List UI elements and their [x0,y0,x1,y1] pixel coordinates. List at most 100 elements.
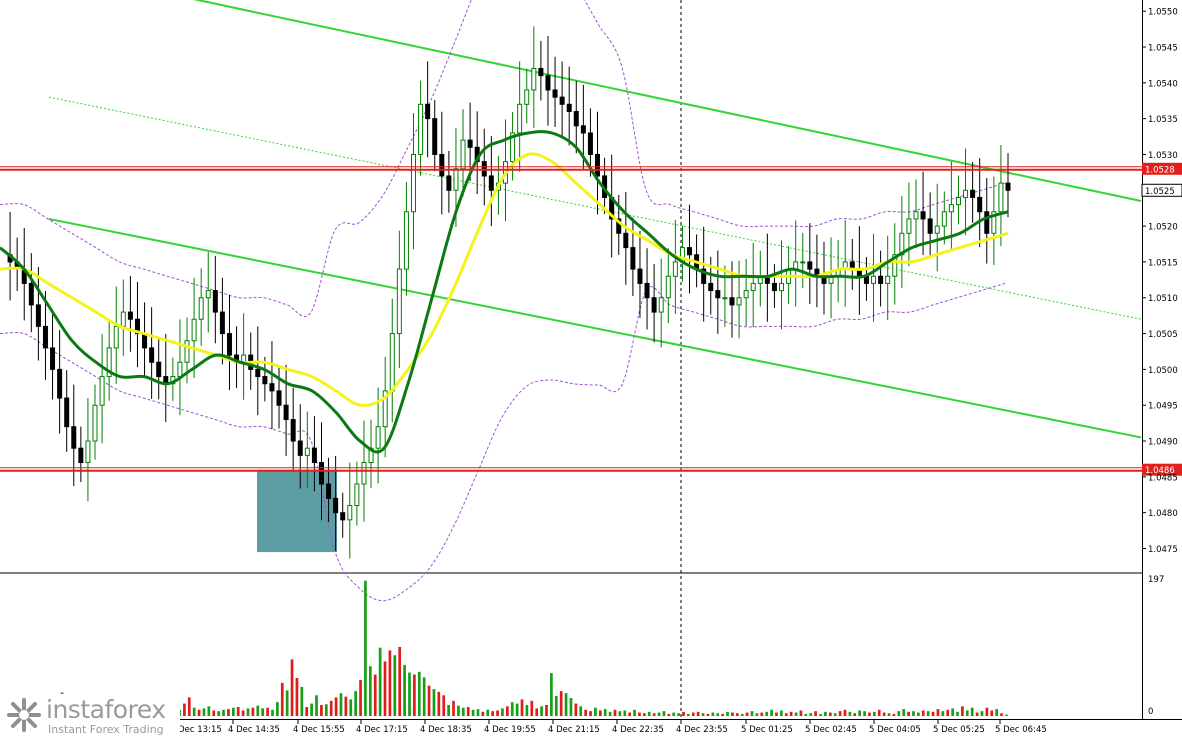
volume-bar [496,710,499,716]
volume-bar [501,708,504,716]
candle-body [892,254,898,277]
volume-bar [691,712,695,716]
volume-bar [980,711,984,716]
volume-bar [926,711,930,716]
volume-bar [917,712,920,716]
candle-body [779,282,785,292]
candle-body [920,211,926,220]
band-upper [0,0,1006,318]
candle-body [587,132,593,155]
volume-bar [349,699,353,716]
candle-body [134,318,140,335]
volume-bar [329,700,333,716]
volume-bar [613,709,617,716]
candle-body [418,103,424,155]
buy-signal-zone [257,469,337,553]
candle-body [156,361,162,378]
candle-body [736,297,742,306]
volume-bar [192,707,196,716]
volume-bar [731,712,734,716]
price-tick-label: 1.0550 [1148,8,1178,18]
volume-bar [236,707,240,716]
volume-bar [721,713,724,716]
price-tick-label: 1.0530 [1148,151,1178,161]
candle-body [998,182,1004,213]
volume-bar [427,685,431,716]
volume-bar [726,711,729,716]
candle-body [304,447,310,456]
time-tick-label: 4 Dec 14:35 [228,725,280,735]
candle-body [750,282,756,292]
candle-body [927,218,933,234]
price-tick-label: 1.0535 [1148,115,1178,125]
candle-body [311,447,317,464]
volume-bar [290,659,294,716]
candle-body [623,232,629,249]
price-tick-label: 1.0500 [1148,366,1178,376]
volume-bar [266,707,269,716]
volume-bar [833,713,837,716]
volume-bar [589,711,592,716]
candle-body [177,361,183,378]
volume-bar [378,647,382,716]
price-tick-label: 1.0520 [1148,223,1178,233]
volume-bar [701,713,705,716]
candle-body [977,196,983,213]
candle-body [410,153,416,213]
volume-bar [951,708,954,716]
candle-body [871,275,877,284]
time-tick-label: 5 Dec 01:25 [741,725,793,735]
candle-body [389,333,395,392]
price-tick-label: 1.0480 [1148,509,1178,519]
volume-bar [965,710,969,716]
volume-bar [657,712,661,716]
volume-bar [647,711,651,716]
volume-bar [848,711,852,716]
volume-bar [858,710,862,716]
volume-bar [892,713,896,716]
volume-bar [579,706,583,716]
candle-body [630,247,636,270]
time-tick-label: 5 Dec 05:25 [933,725,985,735]
volume-bar [354,691,358,716]
volume-bar [452,700,455,716]
volume-bar [970,707,974,716]
candle-body [651,297,657,313]
candle-body [333,497,339,514]
candle-body [991,211,997,234]
volume-bar [912,711,915,716]
volume-bar [755,713,759,716]
volume-bar [324,704,328,716]
candle-body [297,440,303,456]
volume-bar [417,671,421,716]
candle-body [290,419,296,442]
volume-bar [623,710,627,716]
volume-bar [677,713,680,716]
candle-body [460,139,466,170]
volume-bar [711,712,715,716]
volume-bar [212,710,216,716]
candle-body [984,211,990,234]
volume-bar [687,713,690,716]
candle-body [212,290,218,313]
volume-bar [457,705,460,716]
level-label-box [1142,162,1182,175]
volume-bar [373,674,377,716]
candle-body [219,311,225,335]
price-tick-label: 1.0505 [1148,330,1178,340]
volume-bar [437,691,441,716]
time-tick-label: 4 Dec 17:15 [356,725,408,735]
volume-bar [594,707,597,716]
volume-bar [936,709,940,716]
volume-bar [780,710,783,716]
volume-bar [280,682,284,716]
volume-bar [872,711,876,716]
volume-bar [696,711,700,716]
candle-body [729,297,735,306]
volume-bar [799,710,803,716]
candle-body [970,189,976,198]
volume-bar [295,678,299,716]
candle-body [510,132,516,163]
